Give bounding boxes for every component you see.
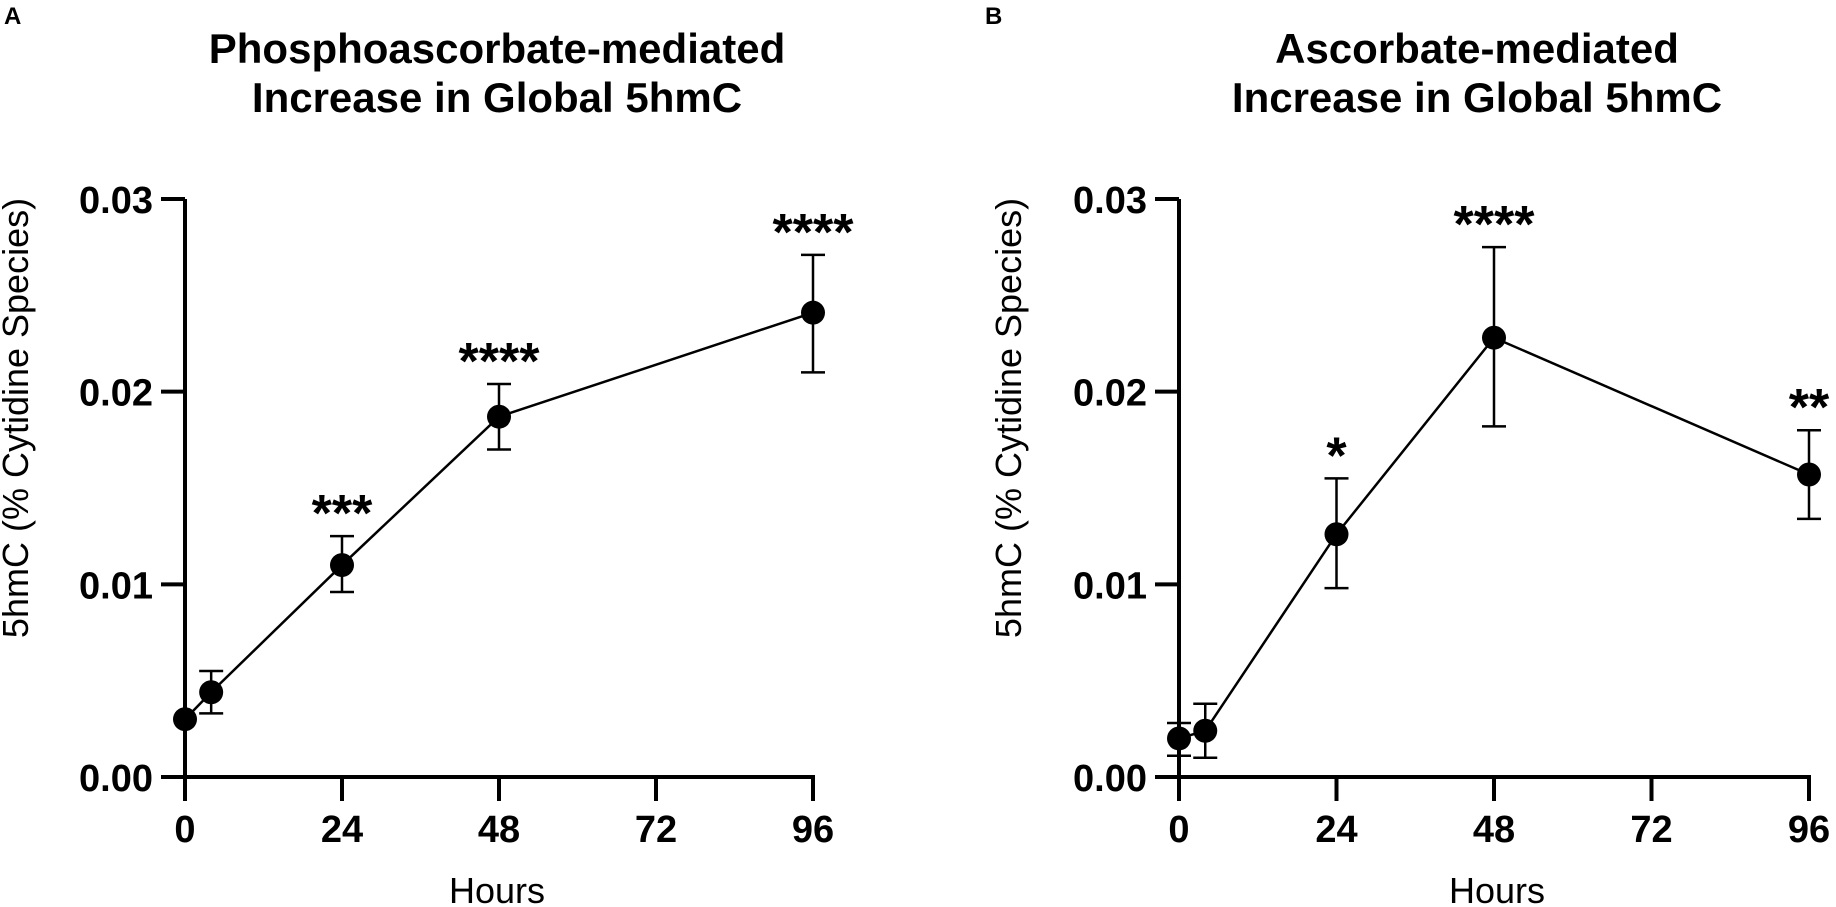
panel-a-x-tick-label: 96 <box>792 809 834 851</box>
panel-a-y-tick-label: 0.03 <box>79 180 153 222</box>
panel-a-title-line-2: Increase in Global 5hmC <box>252 74 742 121</box>
panel-a: A Phosphoascorbate-mediated Increase in … <box>0 3 854 907</box>
panel-b-data-point <box>1193 718 1218 743</box>
panel-a-data-point <box>199 680 224 705</box>
panel-a-significance-label: *** <box>312 485 373 543</box>
panel-b-x-axis-label: Hours <box>1449 870 1545 907</box>
panel-b-x-tick-label: 48 <box>1473 809 1515 851</box>
panel-b-x-tick-label: 72 <box>1630 809 1672 851</box>
panel-a-y-tick-label: 0.02 <box>79 373 153 415</box>
panel-b-data-point <box>1797 462 1821 487</box>
panel-b-significance-label: * <box>1326 427 1347 485</box>
panel-a-x-tick-label: 48 <box>478 809 520 851</box>
panel-b-data-point <box>1324 522 1349 547</box>
panel-a-x-axis-label: Hours <box>449 870 545 907</box>
panel-a-x-tick-label: 24 <box>321 809 363 851</box>
panel-a-y-axis-label: 5hmC (% Cytidine Species) <box>0 198 36 638</box>
panel-a-data-point <box>801 300 825 325</box>
panel-b-x-tick-label: 0 <box>1168 809 1189 851</box>
panel-a-significance-label: **** <box>459 333 541 391</box>
panel-b-title-line-1: Ascorbate-mediated <box>1275 25 1679 72</box>
panel-a-x-tick-label: 72 <box>635 809 677 851</box>
panel-b-data-point <box>1482 325 1506 350</box>
panel-b-y-tick-label: 0.02 <box>1073 373 1147 415</box>
panel-b-y-axis-label: 5hmC (% Cytidine Species) <box>988 198 1029 638</box>
panel-a-data-point <box>330 553 354 578</box>
panel-b-significance-label: **** <box>1454 196 1536 254</box>
panel-b-letter: B <box>985 3 1002 30</box>
panel-a-significance-label: **** <box>773 204 855 262</box>
panel-a-letter: A <box>4 3 21 30</box>
panel-b-plot-area: 0.000.010.020.030 24 48 72 96******* <box>1073 180 1830 851</box>
panel-b-title-line-2: Increase in Global 5hmC <box>1232 74 1722 121</box>
panel-b-y-tick-label: 0.03 <box>1073 180 1147 222</box>
panel-a-x-tick-label: 0 <box>174 809 195 851</box>
panel-b-y-tick-label: 0.01 <box>1073 565 1147 607</box>
panel-b-significance-label: ** <box>1789 379 1830 437</box>
panel-b: B Ascorbate-mediated Increase in Global … <box>985 3 1830 907</box>
panel-b-x-tick-label: 24 <box>1315 809 1357 851</box>
panel-a-data-point <box>173 707 197 732</box>
panel-a-data-point <box>487 404 511 429</box>
panel-b-y-tick-label: 0.00 <box>1073 758 1147 800</box>
panel-a-y-tick-label: 0.01 <box>79 565 153 607</box>
panel-a-y-tick-label: 0.00 <box>79 758 153 800</box>
panel-a-plot-area: 0.000.010.020.030 24 48 72 96*********** <box>79 180 854 851</box>
panel-b-data-point <box>1167 726 1191 751</box>
panel-a-title-line-1: Phosphoascorbate-mediated <box>209 25 785 72</box>
panel-b-x-tick-label: 96 <box>1788 809 1830 851</box>
